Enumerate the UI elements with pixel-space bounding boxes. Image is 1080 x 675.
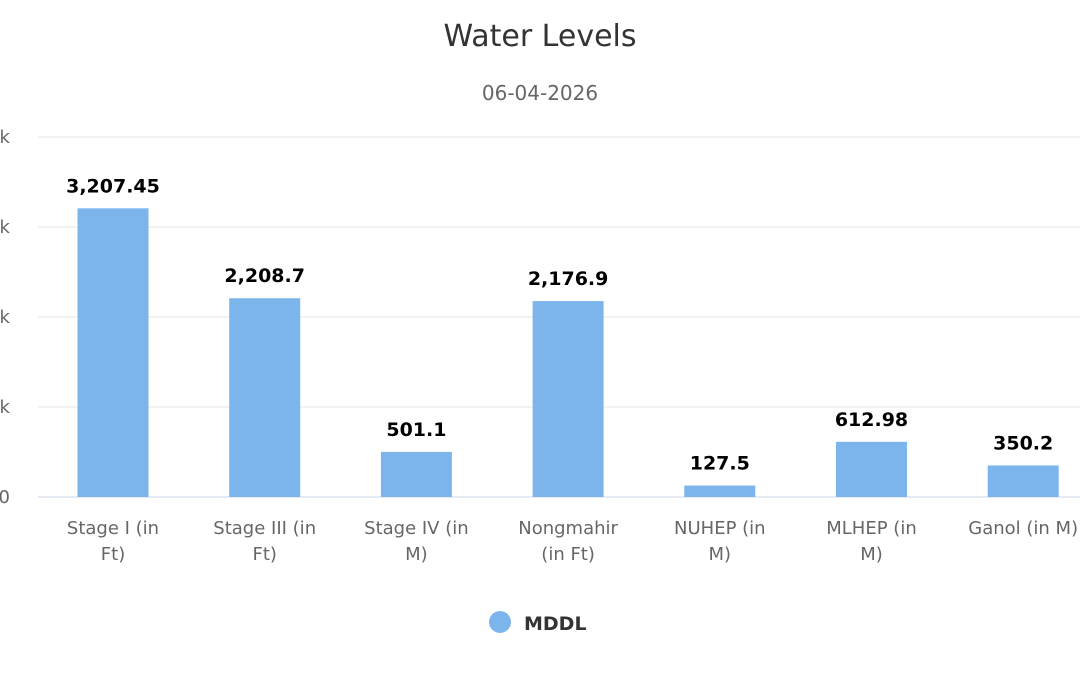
bar[interactable]: [684, 485, 756, 497]
legend[interactable]: MDDL: [489, 611, 587, 635]
x-tick-line: Stage IV (in: [364, 518, 469, 539]
chart-title: Water Levels: [443, 19, 636, 54]
x-tick-label: Nongmahir (in Ft): [518, 518, 618, 565]
x-tick-line: M): [860, 544, 883, 565]
x-tick-label: Stage IV (in M): [364, 518, 469, 565]
x-tick-line: Nongmahir: [518, 518, 618, 539]
data-label: 127.5: [690, 453, 750, 475]
bar[interactable]: [987, 465, 1059, 497]
bar[interactable]: [380, 451, 452, 497]
x-tick-line: (in Ft): [541, 544, 595, 565]
bar[interactable]: [77, 208, 149, 497]
data-label: 3,207.45: [66, 175, 160, 197]
x-tick-line: M): [405, 544, 428, 565]
x-tick-line: MLHEP (in: [826, 518, 916, 539]
data-label: 2,208.7: [224, 265, 305, 287]
x-tick-line: Ft): [252, 544, 276, 565]
data-label: 612.98: [835, 409, 908, 431]
x-tick-label: Stage I (in Ft): [67, 518, 159, 565]
data-label: 501.1: [386, 419, 446, 441]
bar[interactable]: [532, 301, 604, 497]
data-label: 350.2: [993, 432, 1053, 454]
x-tick-label: MLHEP (in M): [826, 518, 916, 565]
x-tick-line: Ganol (in M): [968, 518, 1078, 539]
x-tick-label: NUHEP (in M): [674, 518, 766, 565]
x-tick-line: Ft): [101, 544, 125, 565]
y-tick-label: 4k: [0, 127, 11, 148]
bar[interactable]: [836, 441, 907, 497]
x-tick-label: Ganol (in M): [968, 518, 1078, 539]
legend-label[interactable]: MDDL: [524, 613, 587, 635]
x-tick-line: Stage III (in: [213, 518, 316, 539]
y-tick-label: 3k: [0, 217, 11, 238]
x-tick-line: NUHEP (in: [674, 518, 766, 539]
y-tick-label: 1k: [0, 397, 11, 418]
data-label: 2,176.9: [528, 268, 609, 290]
bar[interactable]: [229, 298, 301, 497]
x-tick-label: Stage III (in Ft): [213, 518, 316, 565]
legend-marker: [489, 611, 511, 633]
chart-subtitle: 06-04-2026: [482, 81, 598, 105]
y-tick-label: 2k: [0, 307, 11, 328]
x-tick-line: M): [709, 544, 732, 565]
x-tick-line: Stage I (in: [67, 518, 159, 539]
y-tick-label: 0: [0, 487, 10, 508]
